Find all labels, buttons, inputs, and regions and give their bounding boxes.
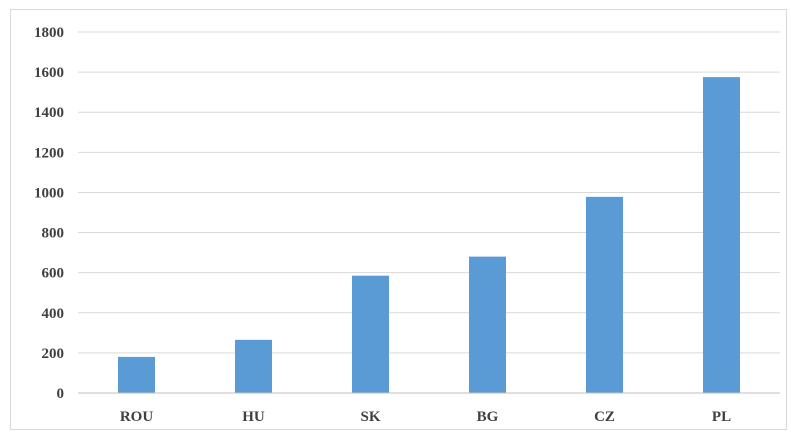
x-tick-label: BG	[477, 409, 499, 425]
x-tick-label: PL	[712, 409, 731, 425]
bar-cz	[586, 196, 623, 393]
x-tick-label: CZ	[594, 409, 615, 425]
bar-hu	[235, 339, 272, 393]
bar-bg	[469, 256, 506, 393]
y-tick-label: 1400	[34, 105, 64, 121]
y-tick-label: 1800	[34, 25, 64, 41]
y-tick-label: 200	[42, 346, 65, 362]
y-tick-label: 600	[42, 266, 65, 282]
y-tick-labels: 0 200 400 600 800 1000 1200 1400 1600 1800	[34, 25, 64, 402]
x-tick-label: HU	[242, 409, 265, 425]
y-tick-label: 400	[42, 306, 65, 322]
x-tick-label: SK	[360, 409, 380, 425]
bar-sk	[352, 275, 389, 393]
bar-pl	[703, 77, 740, 393]
y-tick-label: 0	[57, 386, 65, 402]
bar-rou	[118, 356, 155, 393]
y-tick-label: 1600	[34, 65, 64, 81]
gridlines	[78, 31, 780, 354]
y-tick-label: 1200	[34, 145, 64, 161]
y-tick-label: 800	[42, 226, 65, 242]
x-tick-labels: ROU HU SK BG CZ PL	[120, 409, 731, 425]
y-tick-label: 1000	[34, 185, 64, 201]
bars	[118, 77, 740, 393]
x-tick-label: ROU	[120, 409, 154, 425]
